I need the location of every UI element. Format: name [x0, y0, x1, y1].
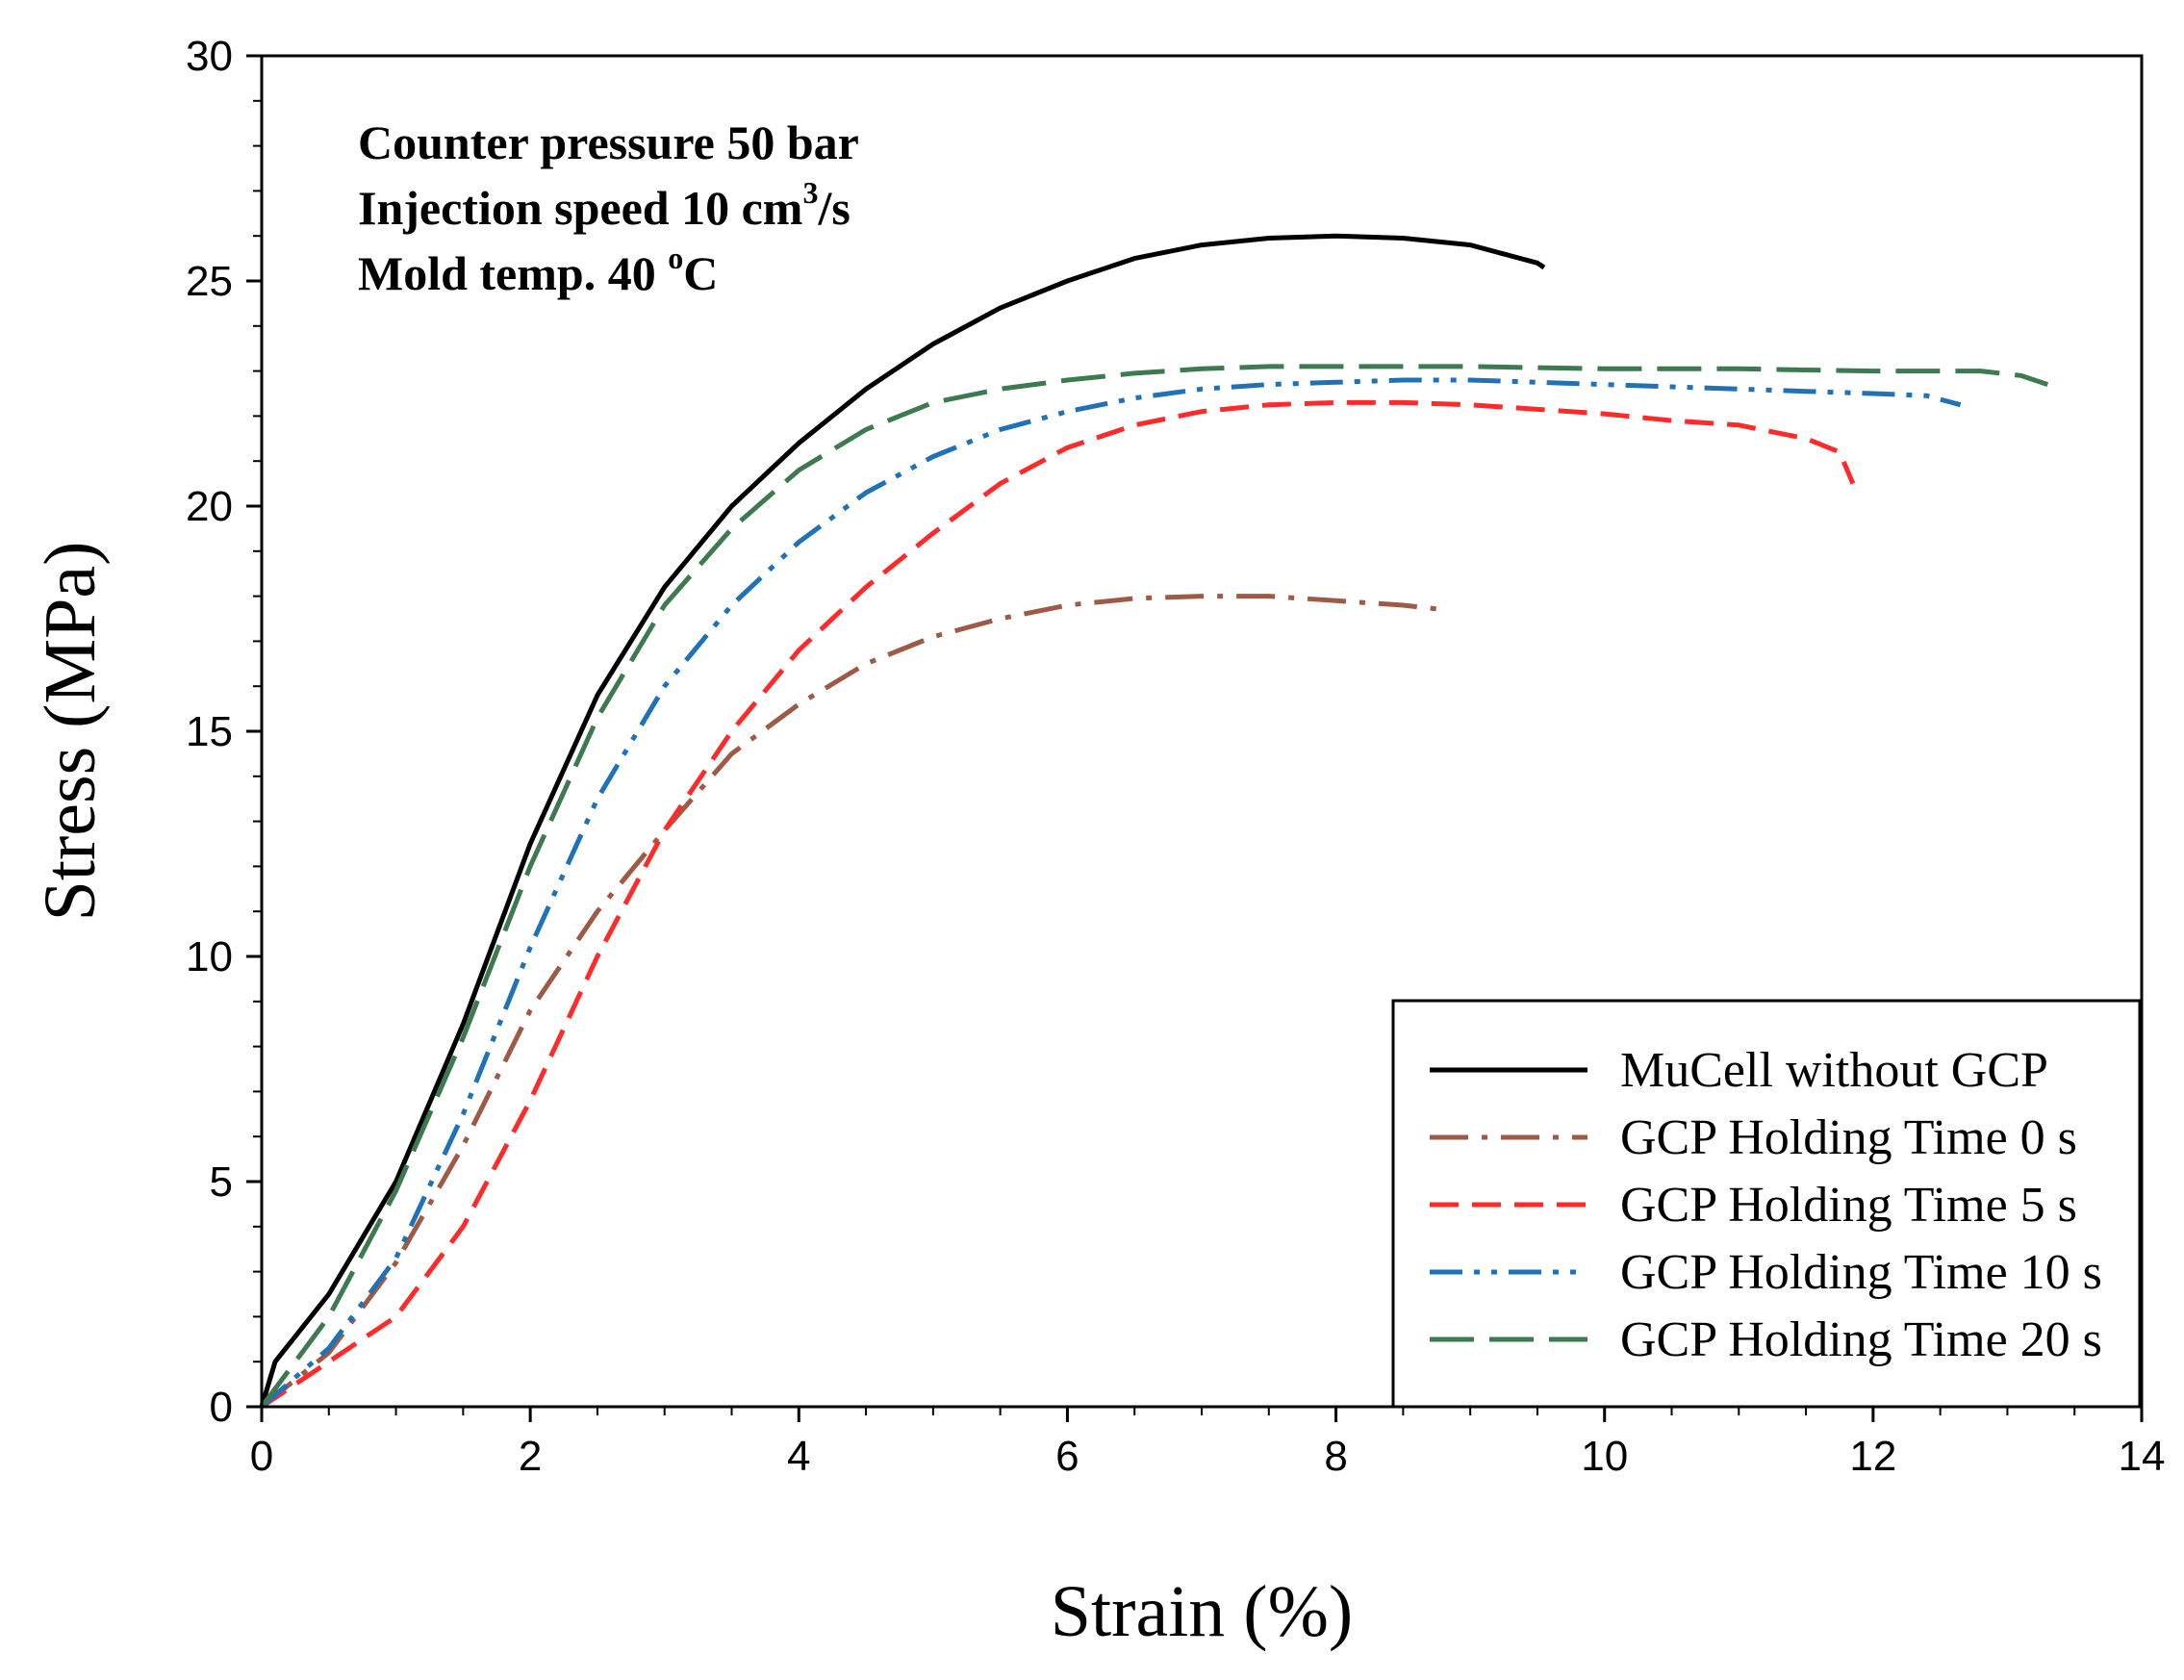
series-line-2 [260, 399, 1856, 1410]
annotation-mold-temp: Mold temp. 40 oC [358, 241, 718, 300]
legend-entries: MuCell without GCP GCP Holding Time 0 s GC… [1430, 1043, 2102, 1367]
y-tick-label: 20 [186, 483, 233, 530]
annotation-mold-temp-prefix: Mold temp. 40 [358, 246, 668, 300]
legend-label-1: GCP Holding Time 0 s [1620, 1110, 2077, 1165]
x-tick-label: 8 [1324, 1433, 1347, 1480]
x-axis-title: Strain (%) [1051, 1571, 1353, 1652]
legend-label-0: MuCell without GCP [1620, 1043, 2048, 1098]
y-axis-title: Stress (MPa) [30, 542, 111, 922]
x-tick-label: 14 [2119, 1433, 2166, 1480]
x-tick-label: 6 [1055, 1433, 1079, 1480]
annotation-block: Counter pressure 50 bar Injection speed … [358, 115, 859, 300]
x-tick-label: 2 [519, 1433, 542, 1480]
legend-label-2: GCP Holding Time 5 s [1620, 1178, 2077, 1233]
x-tick-label: 4 [787, 1433, 810, 1480]
y-tick-label: 25 [186, 258, 233, 305]
y-tick-label: 10 [186, 933, 233, 980]
annotation-counter-pressure: Counter pressure 50 bar [358, 115, 859, 169]
axes-layer: 0 2 4 6 8 10 12 14 0 5 10 15 20 25 30 [186, 33, 2165, 1480]
legend-label-3: GCP Holding Time 10 s [1620, 1245, 2102, 1300]
legend-label-4: GCP Holding Time 20 s [1620, 1312, 2102, 1367]
annotation-injection-speed: Injection speed 10 cm3/s [358, 175, 851, 235]
annotation-mold-temp-suffix: C [683, 246, 718, 300]
series-line-3 [260, 377, 1962, 1409]
annotation-injection-speed-sup: 3 [802, 175, 818, 210]
series-line-0 [259, 233, 1546, 1408]
legend: MuCell without GCP GCP Holding Time 0 s GC… [1391, 999, 2142, 1409]
annotation-mold-temp-sup: o [668, 241, 683, 275]
x-tick-label: 10 [1581, 1433, 1628, 1480]
y-tick-label: 30 [186, 33, 233, 80]
y-tick-label: 15 [186, 708, 233, 755]
y-tick-label: 5 [210, 1158, 233, 1206]
x-tick-label: 0 [250, 1433, 273, 1480]
series-line-1 [260, 594, 1444, 1409]
series-layer [259, 233, 2049, 1410]
y-tick-label: 0 [210, 1384, 233, 1431]
annotation-injection-speed-suffix: /s [817, 181, 850, 235]
series-line-4 [259, 364, 2049, 1409]
annotation-injection-speed-prefix: Injection speed 10 cm [358, 181, 802, 235]
x-tick-label: 12 [1849, 1433, 1896, 1480]
